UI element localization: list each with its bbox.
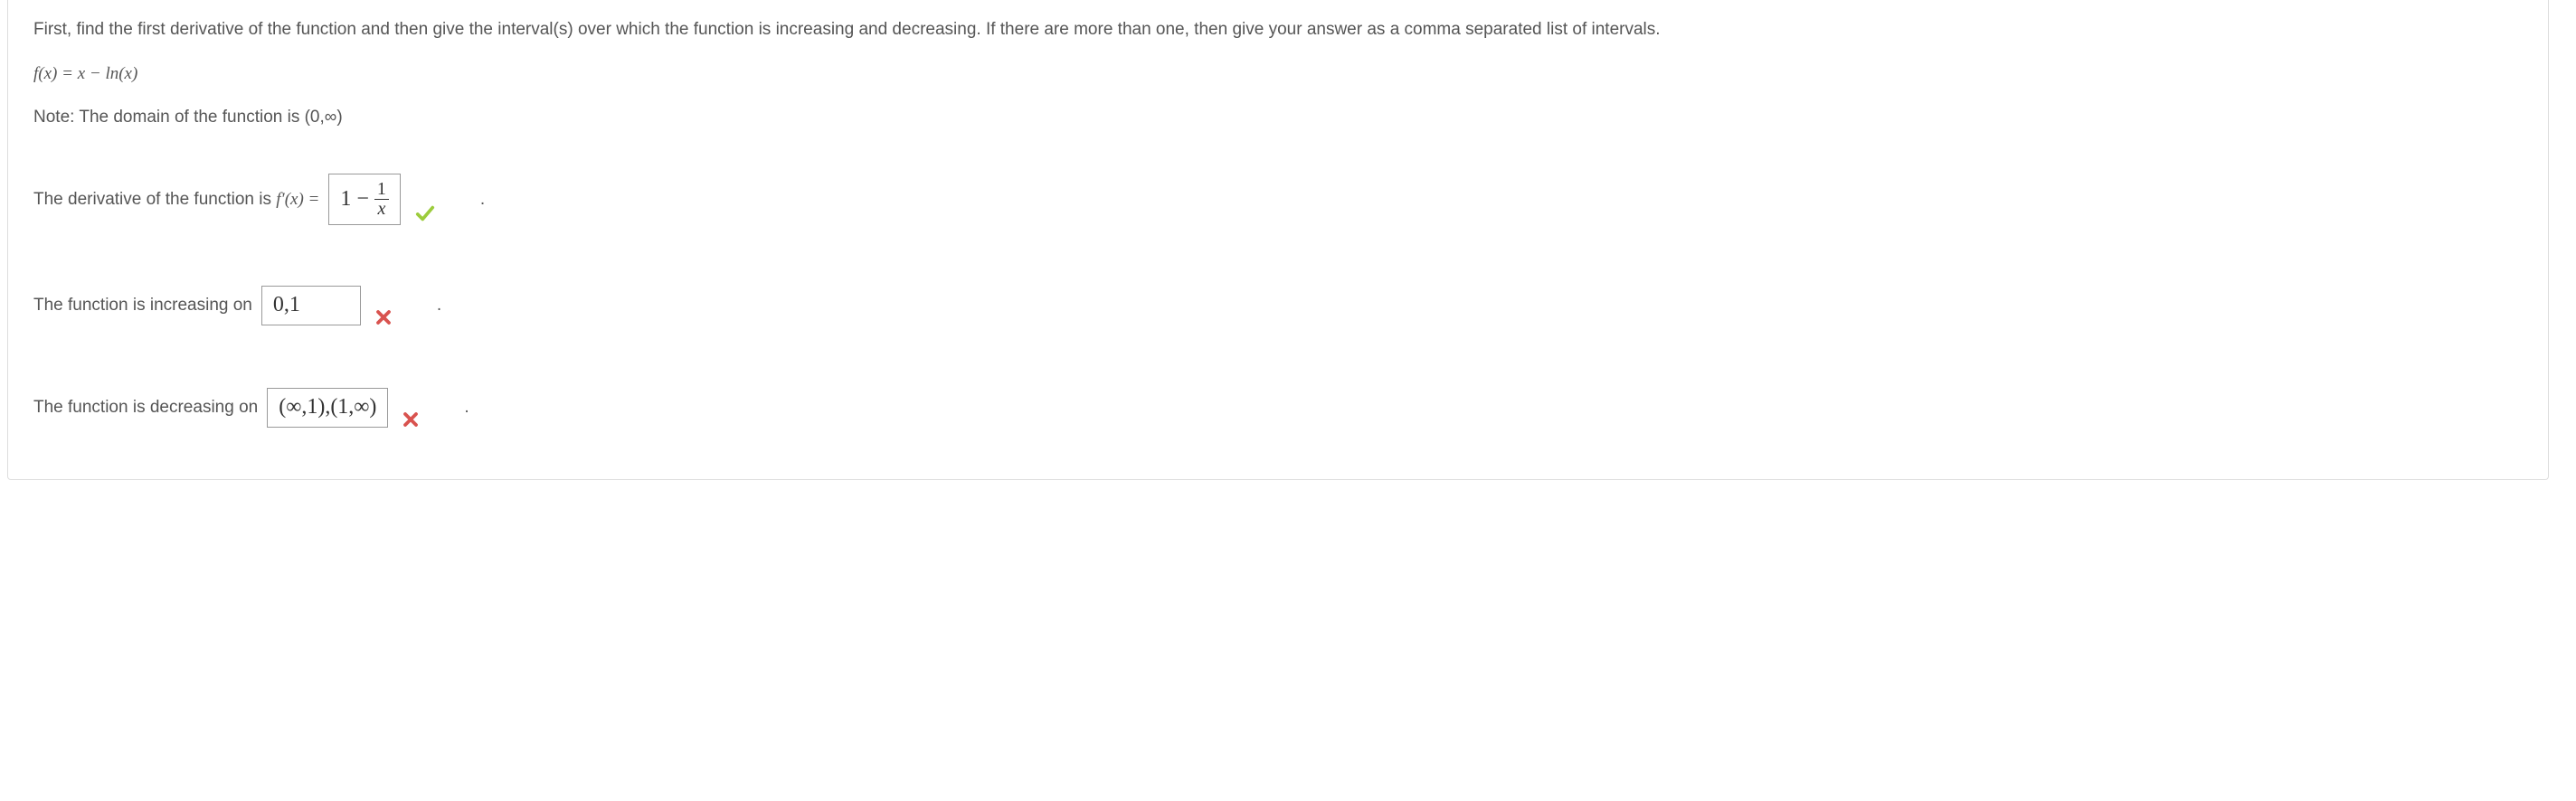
question-prompt: First, find the first derivative of the … [33,16,2523,42]
period: . [480,190,485,210]
check-icon [415,203,435,228]
note-domain: (0,∞) [305,108,343,127]
decreasing-row: The function is decreasing on (∞,1),(1,∞… [33,382,2523,432]
derivative-answer-fraction: 1 x [374,180,389,219]
fprime-label: f′(x) = [276,190,319,209]
decreasing-label: The function is decreasing on [33,398,258,418]
increasing-row: The function is increasing on 0,1 . [33,280,2523,330]
decreasing-answer-box[interactable]: (∞,1),(1,∞) [267,388,388,428]
derivative-answer-leading: 1 − [340,187,369,212]
derivative-label: The derivative of the function is f′(x) … [33,190,319,210]
increasing-label: The function is increasing on [33,296,252,316]
question-panel: First, find the first derivative of the … [7,0,2549,480]
increasing-answer-box[interactable]: 0,1 [261,286,361,325]
domain-note: Note: The domain of the function is (0,∞… [33,108,2523,127]
function-definition: f(x) = x − ln(x) [33,64,2523,84]
period: . [437,296,441,316]
note-prefix: Note: The domain of the function is [33,108,305,127]
cross-icon [402,411,419,432]
derivative-row: The derivative of the function is f′(x) … [33,171,2523,228]
period: . [464,398,469,418]
derivative-answer-box[interactable]: 1 − 1 x [328,174,401,225]
cross-icon [375,309,392,330]
